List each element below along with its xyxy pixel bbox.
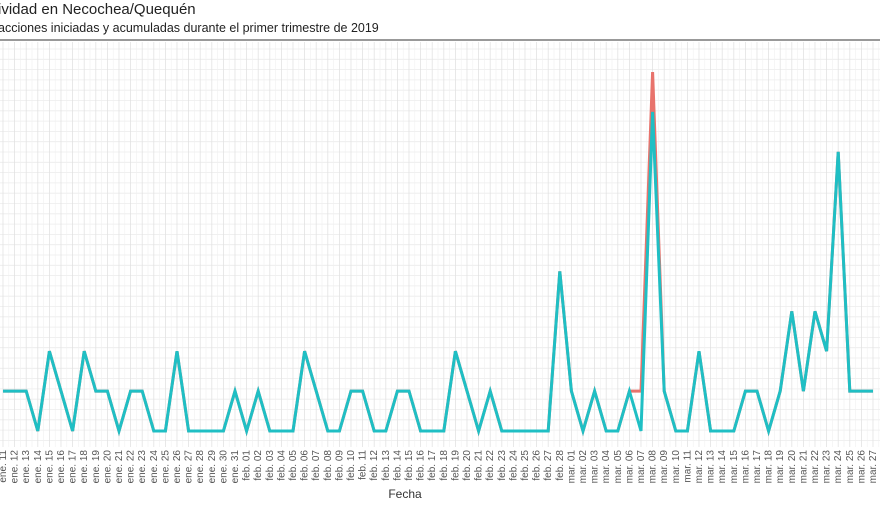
x-tick-label: mar. 06 xyxy=(624,450,635,484)
x-tick-label: mar. 20 xyxy=(787,450,798,484)
x-tick-label: ene. 12 xyxy=(10,450,21,484)
x-tick-label: ene. 23 xyxy=(137,450,148,484)
x-tick-label: ene. 19 xyxy=(91,450,102,484)
x-tick-label: feb. 17 xyxy=(427,450,438,481)
x-tick-label: feb. 01 xyxy=(242,450,253,481)
x-tick-label: feb. 28 xyxy=(555,450,566,481)
x-tick-label: feb. 25 xyxy=(520,450,531,481)
x-tick-label: mar. 24 xyxy=(833,450,844,484)
x-tick-label: mar. 05 xyxy=(613,450,624,484)
x-tick-label: ene. 29 xyxy=(207,450,218,484)
x-tick-label: ene. 24 xyxy=(149,450,160,484)
x-tick-label: mar. 04 xyxy=(601,450,612,484)
x-tick-label: mar. 14 xyxy=(717,450,728,484)
grid xyxy=(0,39,880,447)
x-tick-label: mar. 21 xyxy=(798,450,809,484)
x-tick-label: ene. 21 xyxy=(114,450,125,484)
x-tick-label: mar. 03 xyxy=(590,450,601,484)
x-tick-label: feb. 06 xyxy=(300,450,311,481)
x-tick-label: feb. 22 xyxy=(485,450,496,481)
x-tick-label: feb. 03 xyxy=(265,450,276,481)
x-tick-label: ene. 30 xyxy=(218,450,229,484)
x-tick-label: mar. 16 xyxy=(740,450,751,484)
x-tick-label: mar. 08 xyxy=(648,450,659,484)
x-tick-label: mar. 25 xyxy=(845,450,856,484)
chart-title: ividad en Necochea/Quequén xyxy=(0,1,196,18)
x-tick-label: mar. 12 xyxy=(694,450,705,484)
x-tick-label: feb. 07 xyxy=(311,450,322,481)
x-tick-label: feb. 26 xyxy=(532,450,543,481)
series-line-2 xyxy=(3,111,873,437)
x-tick-label: feb. 27 xyxy=(543,450,554,481)
x-tick-label: feb. 12 xyxy=(369,450,380,481)
x-tick-label: ene. 31 xyxy=(230,450,241,484)
x-tick-label: feb. 16 xyxy=(416,450,427,481)
x-tick-label: ene. 26 xyxy=(172,450,183,484)
x-tick-label: ene. 11 xyxy=(0,450,9,483)
x-tick-label: ene. 14 xyxy=(33,450,44,484)
x-tick-labels: ene. 11 ene. 12 ene. 13 ene. 14 ene. 15 ene. … xyxy=(0,450,879,484)
x-tick-label: mar. 27 xyxy=(868,450,879,484)
x-tick-label: feb. 13 xyxy=(381,450,392,481)
x-tick-label: mar. 13 xyxy=(706,450,717,484)
x-tick-label: mar. 10 xyxy=(671,450,682,484)
x-tick-label: feb. 20 xyxy=(462,450,473,481)
x-tick-label: feb. 08 xyxy=(323,450,334,481)
x-tick-label: ene. 25 xyxy=(160,450,171,484)
x-tick-label: feb. 18 xyxy=(439,450,450,481)
x-tick-label: feb. 10 xyxy=(346,450,357,481)
x-tick-label: feb. 11 xyxy=(358,450,369,480)
x-tick-label: ene. 22 xyxy=(126,450,137,484)
x-tick-label: feb. 09 xyxy=(334,450,345,481)
x-axis-label: Fecha xyxy=(388,487,422,501)
x-tick-label: feb. 04 xyxy=(276,450,287,481)
x-tick-label: mar. 17 xyxy=(752,450,763,484)
x-tick-label: mar. 22 xyxy=(810,450,821,484)
x-tick-label: ene. 27 xyxy=(184,450,195,484)
chart-subtitle: acciones iniciadas y acumuladas durante … xyxy=(0,21,379,35)
x-tick-label: ene. 18 xyxy=(79,450,90,484)
x-tick-label: feb. 02 xyxy=(253,450,264,481)
x-tick-label: ene. 17 xyxy=(68,450,79,484)
x-tick-label: feb. 05 xyxy=(288,450,299,481)
x-tick-label: feb. 23 xyxy=(497,450,508,481)
x-tick-label: mar. 15 xyxy=(729,450,740,484)
x-tick-label: feb. 21 xyxy=(474,450,485,481)
x-tick-label: feb. 15 xyxy=(404,450,415,481)
x-tick-label: mar. 01 xyxy=(566,450,577,484)
x-tick-label: ene. 13 xyxy=(21,450,32,484)
x-tick-label: ene. 15 xyxy=(44,450,55,484)
x-tick-label: mar. 07 xyxy=(636,450,647,484)
x-tick-label: mar. 09 xyxy=(659,450,670,484)
x-tick-label: mar. 11 xyxy=(682,450,693,483)
x-tick-label: feb. 19 xyxy=(450,450,461,481)
x-tick-label: ene. 20 xyxy=(102,450,113,484)
x-tick-label: mar. 18 xyxy=(764,450,775,484)
x-tick-label: mar. 23 xyxy=(822,450,833,484)
x-tick-label: feb. 24 xyxy=(508,450,519,481)
x-tick-label: feb. 14 xyxy=(392,450,403,481)
x-tick-label: mar. 26 xyxy=(856,450,867,484)
x-tick-label: mar. 19 xyxy=(775,450,786,484)
x-tick-label: mar. 02 xyxy=(578,450,589,484)
x-tick-label: ene. 16 xyxy=(56,450,67,484)
x-tick-label: ene. 28 xyxy=(195,450,206,484)
series-group xyxy=(3,71,873,437)
